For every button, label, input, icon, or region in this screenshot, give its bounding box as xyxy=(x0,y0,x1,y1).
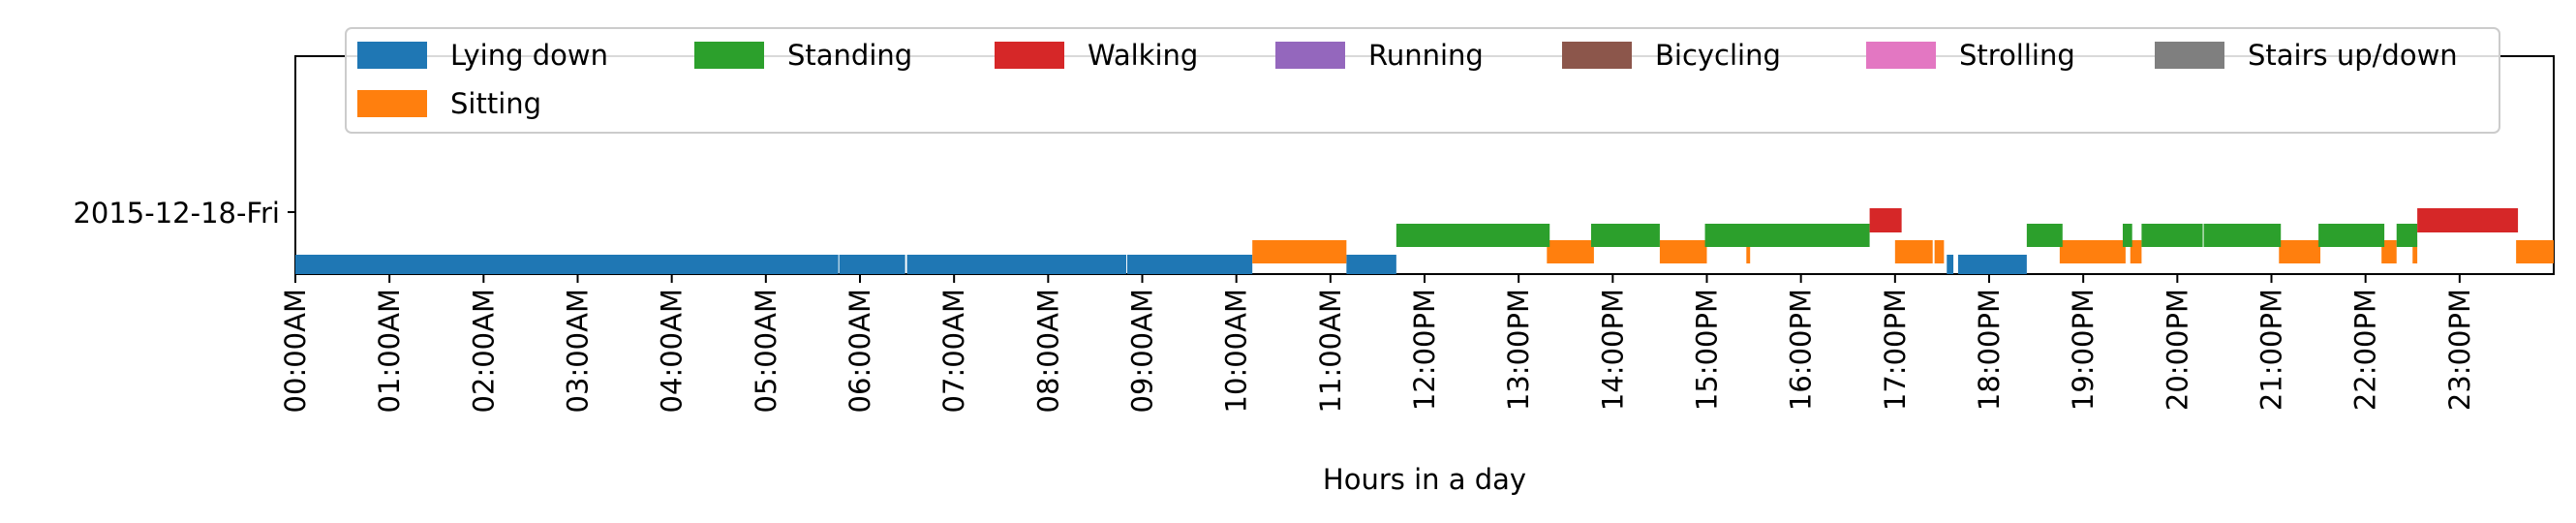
x-tick-label: 13:00PM xyxy=(1502,289,1535,411)
x-tick-label: 16:00PM xyxy=(1785,289,1818,411)
activity-bar-lying-down xyxy=(1947,255,1954,274)
x-tick-label: 21:00PM xyxy=(2255,289,2288,411)
legend-box xyxy=(345,27,2500,134)
activity-bar-lying-down xyxy=(906,255,1126,274)
activity-bar-walking xyxy=(2417,208,2519,232)
legend-label-running: Running xyxy=(1368,39,1484,72)
legend-swatch-stairs-up-down xyxy=(2155,42,2224,69)
x-tick-label: 08:00AM xyxy=(1031,289,1064,413)
row-label: 2015-12-18-Fri xyxy=(73,197,280,230)
x-tick-label: 18:00PM xyxy=(1973,289,2006,411)
activity-bar-standing xyxy=(2026,224,2063,247)
activity-bar-lying-down xyxy=(1957,255,2027,274)
legend-swatch-lying-down xyxy=(357,42,427,69)
activity-bar-sitting xyxy=(2279,240,2321,263)
plot-area: 2015-12-18-Fri xyxy=(73,55,2555,275)
activity-bar-sitting xyxy=(2059,240,2126,263)
x-tick-label: 11:00AM xyxy=(1314,289,1347,413)
x-tick-label: 02:00AM xyxy=(467,289,500,413)
activity-bar-standing xyxy=(1590,224,1660,247)
activity-bar-sitting xyxy=(2381,240,2397,263)
legend-swatch-bicycling xyxy=(1562,42,1632,69)
x-tick-label: 15:00PM xyxy=(1691,289,1724,411)
activity-bar-sitting xyxy=(1746,240,1751,263)
x-axis-label: Hours in a day xyxy=(1323,463,1526,496)
legend: Lying down Standing Walking Running Bicyclin… xyxy=(345,27,2500,134)
x-tick-label: 22:00PM xyxy=(2349,289,2382,411)
activity-bar-sitting xyxy=(1659,240,1707,263)
activity-bar-sitting xyxy=(1547,240,1594,263)
legend-items: Lying down Standing Walking Running Bicyclin… xyxy=(357,39,2458,120)
activity-bar-lying-down xyxy=(1346,255,1396,274)
legend-label-strolling: Strolling xyxy=(1959,39,2075,72)
activity-bar-lying-down xyxy=(295,255,839,274)
x-tick-label: 05:00AM xyxy=(750,289,782,413)
x-tick-label: 04:00AM xyxy=(656,289,689,413)
x-tick-label: 12:00PM xyxy=(1408,289,1441,411)
legend-label-walking: Walking xyxy=(1088,39,1198,72)
activity-bar-lying-down xyxy=(1126,255,1253,274)
legend-label-bicycling: Bicycling xyxy=(1655,39,1781,72)
x-tick-label: 03:00AM xyxy=(562,289,595,413)
x-tick-label: 14:00PM xyxy=(1596,289,1629,411)
activity-bar-sitting xyxy=(1252,240,1347,263)
activity-bar-sitting xyxy=(1894,240,1933,263)
x-tick-label: 19:00PM xyxy=(2067,289,2100,411)
x-tick-label: 01:00AM xyxy=(373,289,406,413)
activity-bar-standing xyxy=(2122,224,2132,247)
x-tick-label: 00:00AM xyxy=(279,289,312,413)
activity-bar-sitting xyxy=(2130,240,2142,263)
legend-label-stairs-up-down: Stairs up/down xyxy=(2248,39,2458,72)
legend-swatch-sitting xyxy=(357,90,427,117)
x-tick-label: 09:00AM xyxy=(1126,289,1159,413)
activity-bar-standing xyxy=(1395,224,1550,247)
legend-swatch-strolling xyxy=(1866,42,1936,69)
activity-bar-standing xyxy=(2203,224,2282,247)
activity-bar-walking xyxy=(1869,208,1902,232)
activity-bar-standing xyxy=(2141,224,2203,247)
activity-bars xyxy=(295,208,2554,274)
legend-label-sitting: Sitting xyxy=(450,87,541,120)
activity-bar-standing xyxy=(1704,224,1870,247)
activity-bar-lying-down xyxy=(839,255,905,274)
x-tick-label: 10:00AM xyxy=(1220,289,1253,413)
x-tick-label: 17:00PM xyxy=(1879,289,1912,411)
legend-swatch-walking xyxy=(995,42,1064,69)
x-tick-label: 20:00PM xyxy=(2161,289,2193,411)
x-tick-label: 23:00PM xyxy=(2443,289,2476,411)
activity-bar-sitting xyxy=(2516,240,2554,263)
x-axis: 00:00AM 01:00AM 02:00AM 03:00AM 04:00AM 05:00… xyxy=(279,274,2476,413)
legend-label-lying-down: Lying down xyxy=(450,39,608,72)
x-tick-label: 06:00AM xyxy=(843,289,876,413)
activity-bar-standing xyxy=(2396,224,2418,247)
legend-label-standing: Standing xyxy=(787,39,912,72)
activity-bar-standing xyxy=(2318,224,2385,247)
legend-swatch-standing xyxy=(694,42,764,69)
activity-bar-sitting xyxy=(2412,240,2418,263)
legend-swatch-running xyxy=(1275,42,1345,69)
activity-bar-sitting xyxy=(1934,240,1945,263)
x-tick-label: 07:00AM xyxy=(937,289,970,413)
